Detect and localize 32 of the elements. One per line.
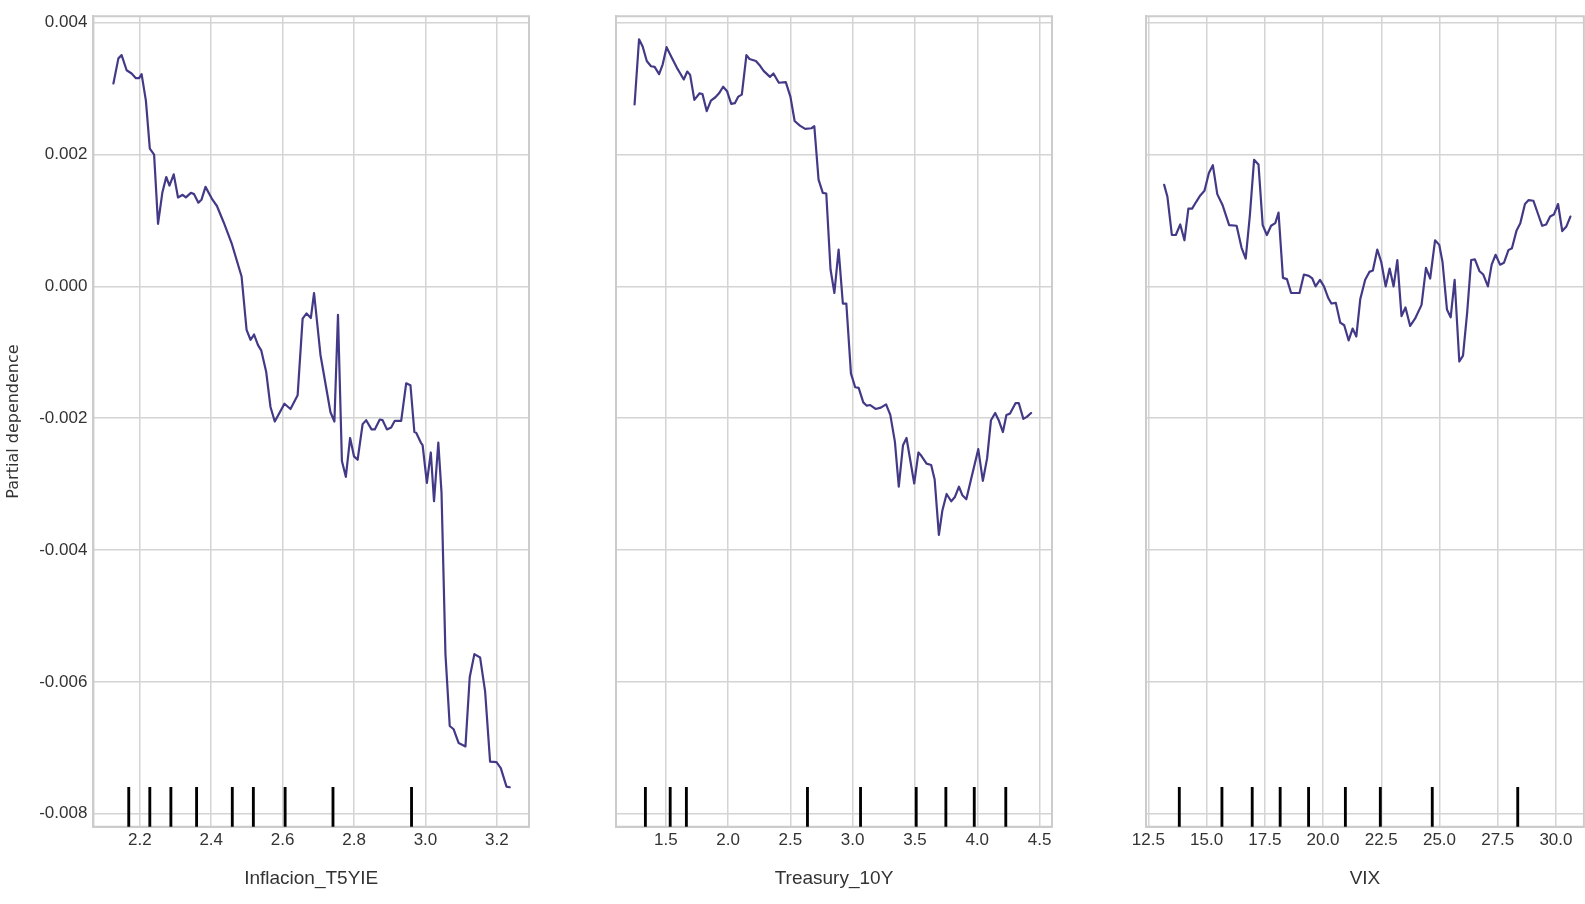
x-tick-label: 3.0 (840, 829, 865, 849)
x-tick-label: 15.0 (1190, 829, 1224, 849)
x-tick-label: 3.2 (485, 829, 509, 849)
y-tick-label: -0.004 (39, 539, 88, 559)
x-tick-label: 30.0 (1539, 829, 1573, 849)
x-tick-label: 22.5 (1364, 829, 1398, 849)
x-tick-label: 2.0 (716, 829, 740, 849)
x-tick-label: 20.0 (1306, 829, 1340, 849)
x-tick-label: 2.8 (342, 829, 366, 849)
x-tick-label: 2.4 (199, 829, 224, 849)
x-tick-label: 12.5 (1131, 829, 1165, 849)
x-tick-label: 3.0 (413, 829, 438, 849)
x-tick-label: 2.2 (128, 829, 152, 849)
x-axis-title: Inflacion_T5YIE (244, 866, 379, 889)
x-tick-label: 27.5 (1481, 829, 1515, 849)
y-tick-label: 0.000 (44, 276, 88, 296)
x-tick-label: 1.5 (654, 829, 678, 849)
x-tick-label: 4.5 (1027, 829, 1052, 849)
x-tick-label: 2.5 (778, 829, 803, 849)
y-tick-label: -0.006 (39, 671, 88, 691)
y-axis-title: Partial dependence (2, 344, 22, 499)
y-tick-label: -0.002 (39, 407, 88, 427)
x-tick-label: 17.5 (1248, 829, 1282, 849)
y-tick-label: 0.004 (44, 12, 88, 32)
y-tick-label: -0.008 (39, 803, 88, 823)
x-axis-title: VIX (1349, 866, 1381, 888)
x-tick-label: 4.0 (965, 829, 990, 849)
y-tick-label: 0.002 (44, 144, 88, 164)
x-tick-label: 2.6 (270, 829, 295, 849)
x-tick-label: 25.0 (1422, 829, 1457, 849)
x-axis-title: Treasury_10Y (774, 866, 894, 889)
x-tick-label: 3.5 (903, 829, 927, 849)
